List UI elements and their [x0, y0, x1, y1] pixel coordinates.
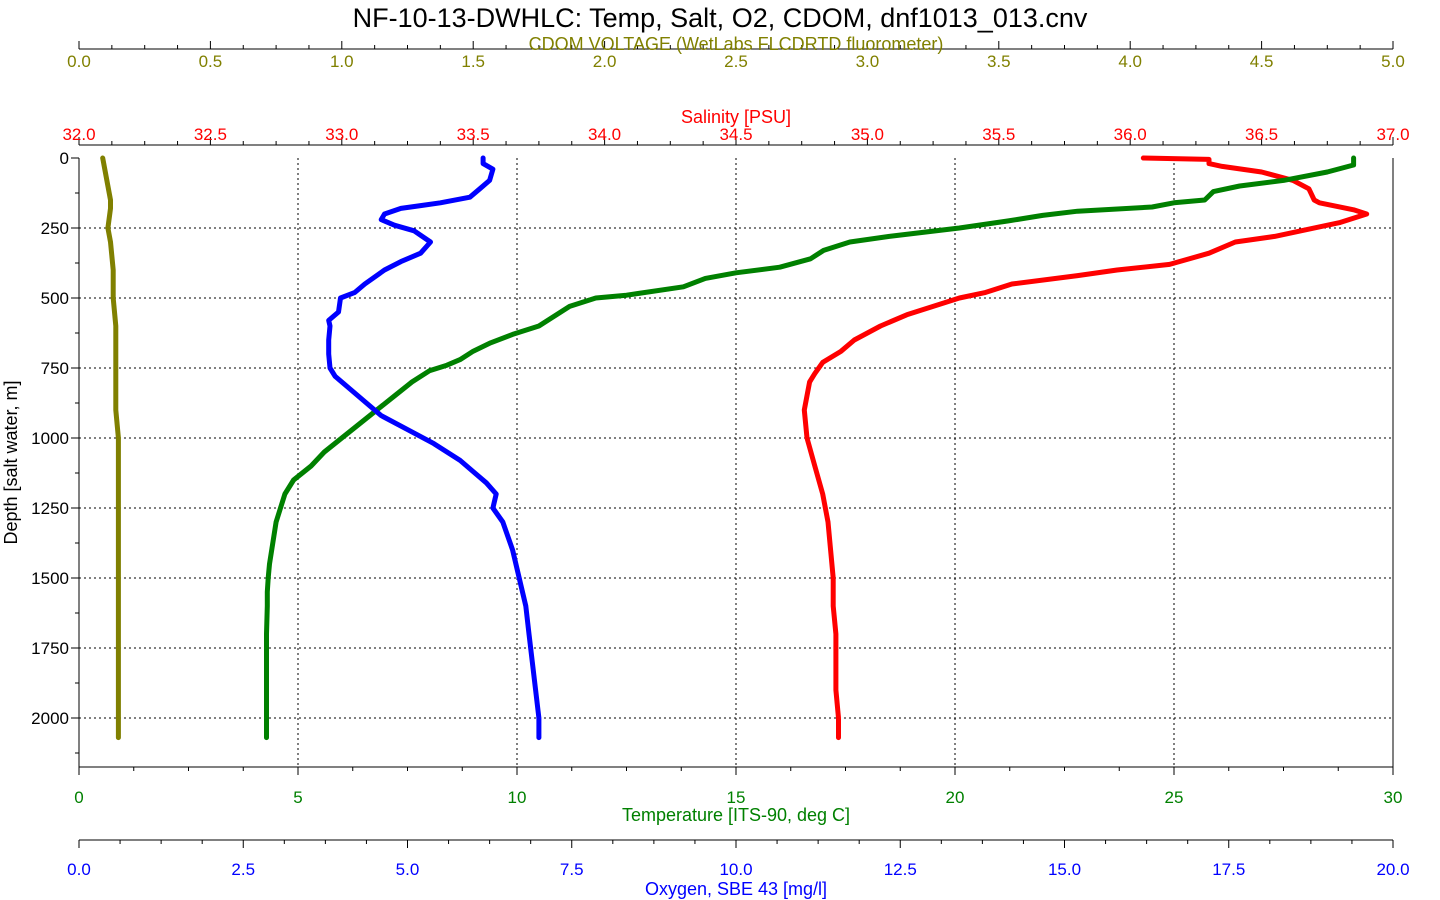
sal-tick-label: 35.0 — [851, 125, 884, 144]
temp-tick-label: 25 — [1165, 788, 1184, 807]
temp-tick-label: 15 — [727, 788, 746, 807]
oxy-tick-label: 7.5 — [560, 860, 584, 879]
sal-tick-label: 32.5 — [194, 125, 227, 144]
sal-axis-title: Salinity [PSU] — [681, 107, 791, 127]
cdom-tick-label: 0.0 — [67, 52, 91, 71]
oxy-tick-label: 2.5 — [231, 860, 255, 879]
oxy-tick-label: 15.0 — [1048, 860, 1081, 879]
y-tick-label: 2000 — [31, 709, 69, 728]
y-tick-label: 1250 — [31, 499, 69, 518]
sal-tick-label: 37.0 — [1376, 125, 1409, 144]
data-series — [100, 155, 1370, 741]
gridlines — [79, 158, 1393, 767]
oxy-tick-label: 12.5 — [884, 860, 917, 879]
temp-profile-line — [264, 155, 1357, 741]
cdom-tick-label: 4.5 — [1250, 52, 1274, 71]
oxy-tick-label: 20.0 — [1376, 860, 1409, 879]
temp-tick-label: 5 — [293, 788, 302, 807]
temp-tick-label: 0 — [74, 788, 83, 807]
sal-tick-label: 33.0 — [325, 125, 358, 144]
oxy-tick-label: 10.0 — [719, 860, 752, 879]
cdom-tick-label: 1.5 — [461, 52, 485, 71]
y-tick-label: 1000 — [31, 429, 69, 448]
sal-tick-label: 36.0 — [1114, 125, 1147, 144]
y-tick-label: 1500 — [31, 569, 69, 588]
y-axis-title: Depth [salt water, m] — [1, 380, 21, 544]
sal-tick-label: 33.5 — [457, 125, 490, 144]
cdom-tick-label: 5.0 — [1381, 52, 1405, 71]
y-tick-label: 250 — [41, 219, 69, 238]
cdom-axis-title: CDOM VOLTAGE (WetLabs FLCDRTD fluoromete… — [529, 34, 944, 54]
temp-tick-label: 30 — [1384, 788, 1403, 807]
temp-tick-label: 10 — [508, 788, 527, 807]
sal-profile-line — [801, 155, 1370, 741]
sal-tick-label: 32.0 — [62, 125, 95, 144]
y-tick-label: 0 — [60, 149, 69, 168]
cdom-profile-line — [100, 155, 121, 741]
temp-tick-label: 20 — [946, 788, 965, 807]
y-tick-label: 750 — [41, 359, 69, 378]
cdom-tick-label: 2.5 — [724, 52, 748, 71]
sal-tick-label: 34.0 — [588, 125, 621, 144]
y-tick-label: 500 — [41, 289, 69, 308]
cdom-tick-label: 0.5 — [199, 52, 223, 71]
sal-tick-label: 35.5 — [982, 125, 1015, 144]
oxy-axis-title: Oxygen, SBE 43 [mg/l] — [645, 879, 827, 899]
cdom-tick-label: 3.5 — [987, 52, 1011, 71]
y-tick-label: 1750 — [31, 639, 69, 658]
temp-axis-title: Temperature [ITS-90, deg C] — [622, 805, 850, 825]
oxy-profile-line — [326, 155, 542, 741]
cdom-tick-label: 1.0 — [330, 52, 354, 71]
oxy-tick-label: 5.0 — [396, 860, 420, 879]
cdom-tick-label: 3.0 — [856, 52, 880, 71]
oxy-tick-label: 0.0 — [67, 860, 91, 879]
oxy-tick-label: 17.5 — [1212, 860, 1245, 879]
sal-tick-label: 36.5 — [1245, 125, 1278, 144]
sal-tick-label: 34.5 — [719, 125, 752, 144]
chart-title: NF-10-13-DWHLC: Temp, Salt, O2, CDOM, dn… — [353, 3, 1088, 33]
cdom-tick-label: 4.0 — [1118, 52, 1142, 71]
cdom-tick-label: 2.0 — [593, 52, 617, 71]
